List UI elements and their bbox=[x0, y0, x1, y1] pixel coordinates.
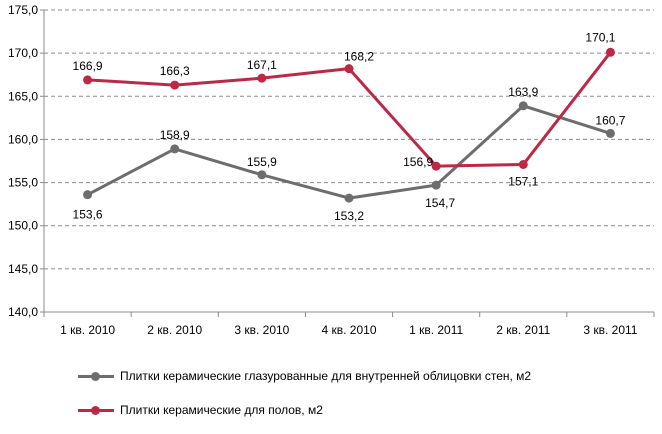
x-tick-label: 1 кв. 2010 bbox=[60, 323, 115, 337]
data-point bbox=[605, 47, 615, 57]
legend-item-floors: Плитки керамические для полов, м2 bbox=[78, 400, 531, 420]
y-tick-label: 160,0 bbox=[8, 132, 38, 146]
legend-swatch-walls bbox=[78, 370, 114, 382]
data-label: 153,2 bbox=[334, 209, 364, 223]
data-point bbox=[83, 75, 93, 85]
data-label: 158,9 bbox=[160, 128, 190, 142]
data-point bbox=[431, 161, 441, 171]
legend-swatch-floors bbox=[78, 404, 114, 416]
y-tick-label: 140,0 bbox=[8, 305, 38, 319]
legend-label-floors: Плитки керамические для полов, м2 bbox=[120, 403, 323, 417]
x-tick-label: 1 кв. 2011 bbox=[409, 323, 463, 337]
data-point bbox=[518, 159, 528, 169]
x-axis-ticks: 1 кв. 2010 2 кв. 2010 3 кв. 2010 4 кв. 2010… bbox=[60, 323, 638, 337]
data-label: 166,9 bbox=[73, 59, 103, 73]
y-tick-label: 145,0 bbox=[8, 262, 38, 276]
y-tick-label: 175,0 bbox=[8, 3, 38, 17]
y-tick-label: 170,0 bbox=[8, 46, 38, 60]
y-tick-label: 150,0 bbox=[8, 219, 38, 233]
data-point bbox=[257, 170, 267, 180]
series-lines bbox=[83, 47, 615, 203]
line-chart: 140,0 145,0 150,0 155,0 160,0 165,0 170,0 175,0… bbox=[8, 3, 655, 337]
y-axis-ticks: 140,0 145,0 150,0 155,0 160,0 165,0 170,0 175,0 bbox=[8, 3, 38, 319]
x-tick-label: 3 кв. 2011 bbox=[583, 323, 637, 337]
data-label: 168,2 bbox=[344, 50, 374, 64]
data-label: 166,3 bbox=[160, 64, 190, 78]
data-point bbox=[170, 80, 180, 90]
data-label: 160,7 bbox=[595, 113, 625, 127]
axes bbox=[40, 9, 655, 317]
data-label: 153,6 bbox=[73, 208, 103, 222]
data-point bbox=[170, 144, 180, 154]
y-tick-label: 165,0 bbox=[8, 89, 38, 103]
x-tick-label: 3 кв. 2010 bbox=[234, 323, 289, 337]
data-label: 155,9 bbox=[247, 155, 277, 169]
legend-label-walls: Плитки керамические глазурованные для вн… bbox=[120, 369, 532, 383]
data-point bbox=[431, 180, 441, 190]
data-point bbox=[605, 128, 615, 138]
data-point bbox=[257, 73, 267, 83]
data-label: 170,1 bbox=[585, 30, 615, 44]
data-point bbox=[83, 190, 93, 200]
data-point bbox=[344, 193, 354, 203]
x-tick-label: 4 кв. 2010 bbox=[322, 323, 377, 337]
gridlines bbox=[44, 9, 654, 270]
data-label: 156,9 bbox=[403, 155, 433, 169]
data-label: 157,1 bbox=[508, 174, 538, 188]
legend: Плитки керамические глазурованные для вн… bbox=[78, 366, 531, 434]
data-point bbox=[344, 64, 354, 74]
x-tick-label: 2 кв. 2011 bbox=[496, 323, 550, 337]
data-point bbox=[518, 101, 528, 111]
data-labels: 153,6 158,9 155,9 153,2 154,7 163,9 160,7 166,9… bbox=[73, 30, 626, 223]
data-label: 154,7 bbox=[425, 196, 455, 210]
data-label: 167,1 bbox=[247, 58, 277, 72]
data-label: 163,9 bbox=[508, 85, 538, 99]
y-tick-label: 155,0 bbox=[8, 176, 38, 190]
x-tick-label: 2 кв. 2010 bbox=[147, 323, 202, 337]
legend-item-walls: Плитки керамические глазурованные для вн… bbox=[78, 366, 531, 386]
